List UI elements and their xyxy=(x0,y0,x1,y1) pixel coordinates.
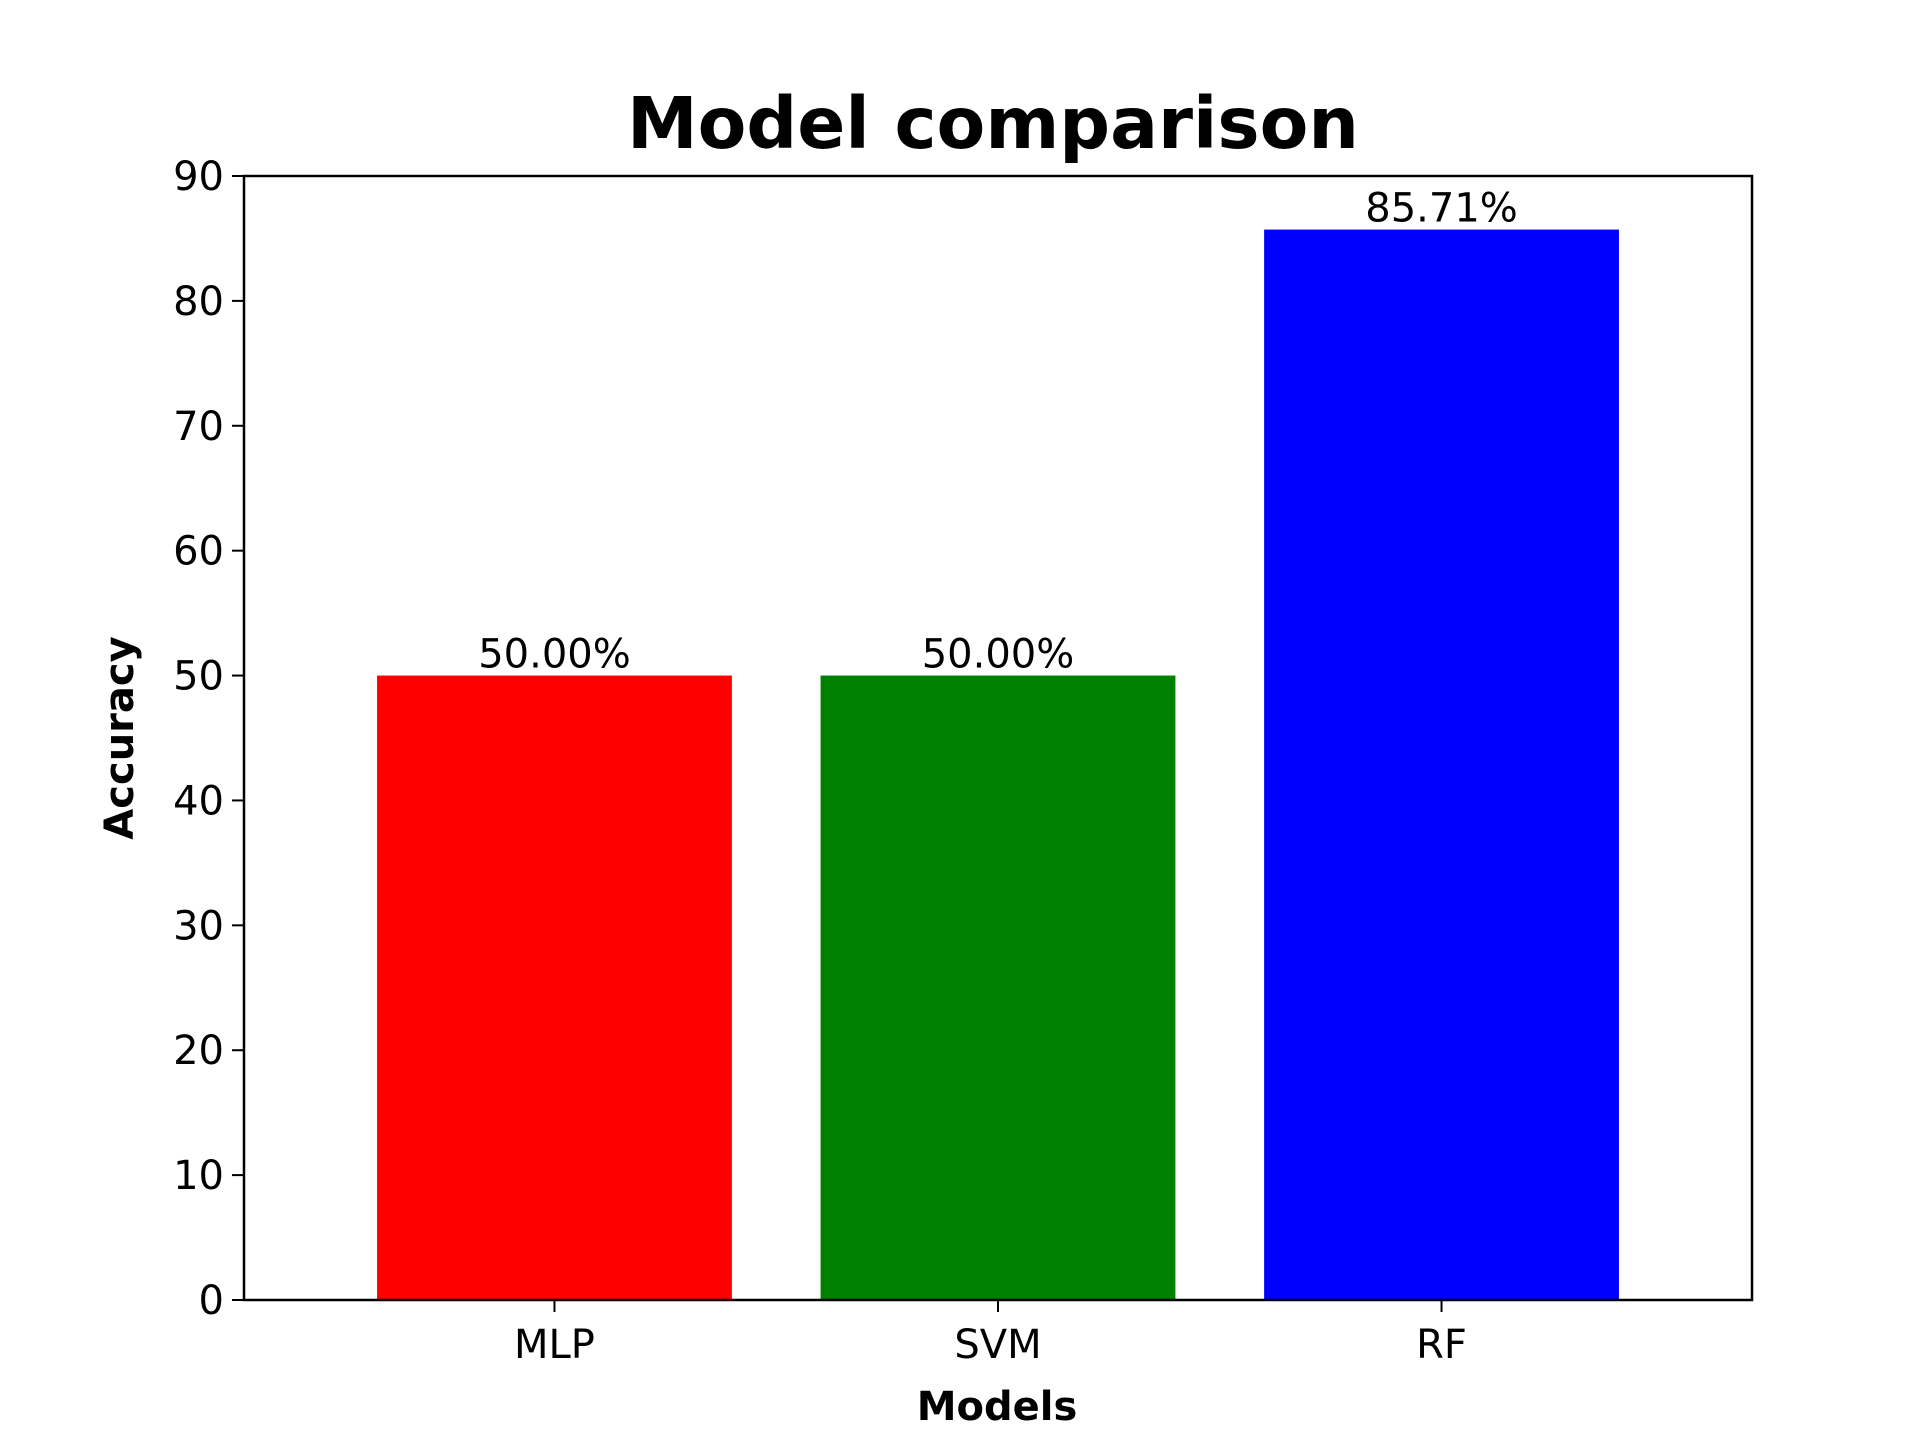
x-tick-label-rf: RF xyxy=(1416,1322,1467,1368)
y-tick-label-60: 60 xyxy=(173,529,224,575)
y-tick-label-30: 30 xyxy=(173,903,224,949)
value-label-svm: 50.00% xyxy=(922,632,1075,678)
x-axis-label: Models xyxy=(917,1384,1078,1430)
x-axis-ticks: MLP SVM RF xyxy=(514,1300,1467,1368)
x-tick-label-svm: SVM xyxy=(954,1322,1041,1368)
y-tick-label-70: 70 xyxy=(173,404,224,450)
bar-rf xyxy=(1264,229,1619,1300)
bars-layer xyxy=(377,229,1619,1300)
value-labels-layer: 50.00% 50.00% 85.71% xyxy=(478,186,1518,678)
bar-svm xyxy=(820,675,1176,1300)
x-tick-label-mlp: MLP xyxy=(514,1322,595,1368)
bar-mlp xyxy=(377,675,732,1300)
y-tick-label-90: 90 xyxy=(173,154,224,200)
y-tick-label-20: 20 xyxy=(173,1028,224,1074)
y-axis-label: Accuracy xyxy=(97,636,143,839)
y-tick-label-0: 0 xyxy=(199,1278,224,1324)
y-tick-label-10: 10 xyxy=(173,1153,224,1199)
y-tick-label-80: 80 xyxy=(173,279,224,325)
plot-frame xyxy=(242,174,1754,1302)
y-tick-label-40: 40 xyxy=(173,778,224,824)
chart-title: Model comparison xyxy=(627,82,1359,165)
y-tick-label-50: 50 xyxy=(173,654,224,700)
value-label-mlp: 50.00% xyxy=(478,632,631,678)
y-axis-ticks: 0 10 20 30 40 50 60 70 80 90 xyxy=(173,154,244,1324)
value-label-rf: 85.71% xyxy=(1365,186,1518,232)
